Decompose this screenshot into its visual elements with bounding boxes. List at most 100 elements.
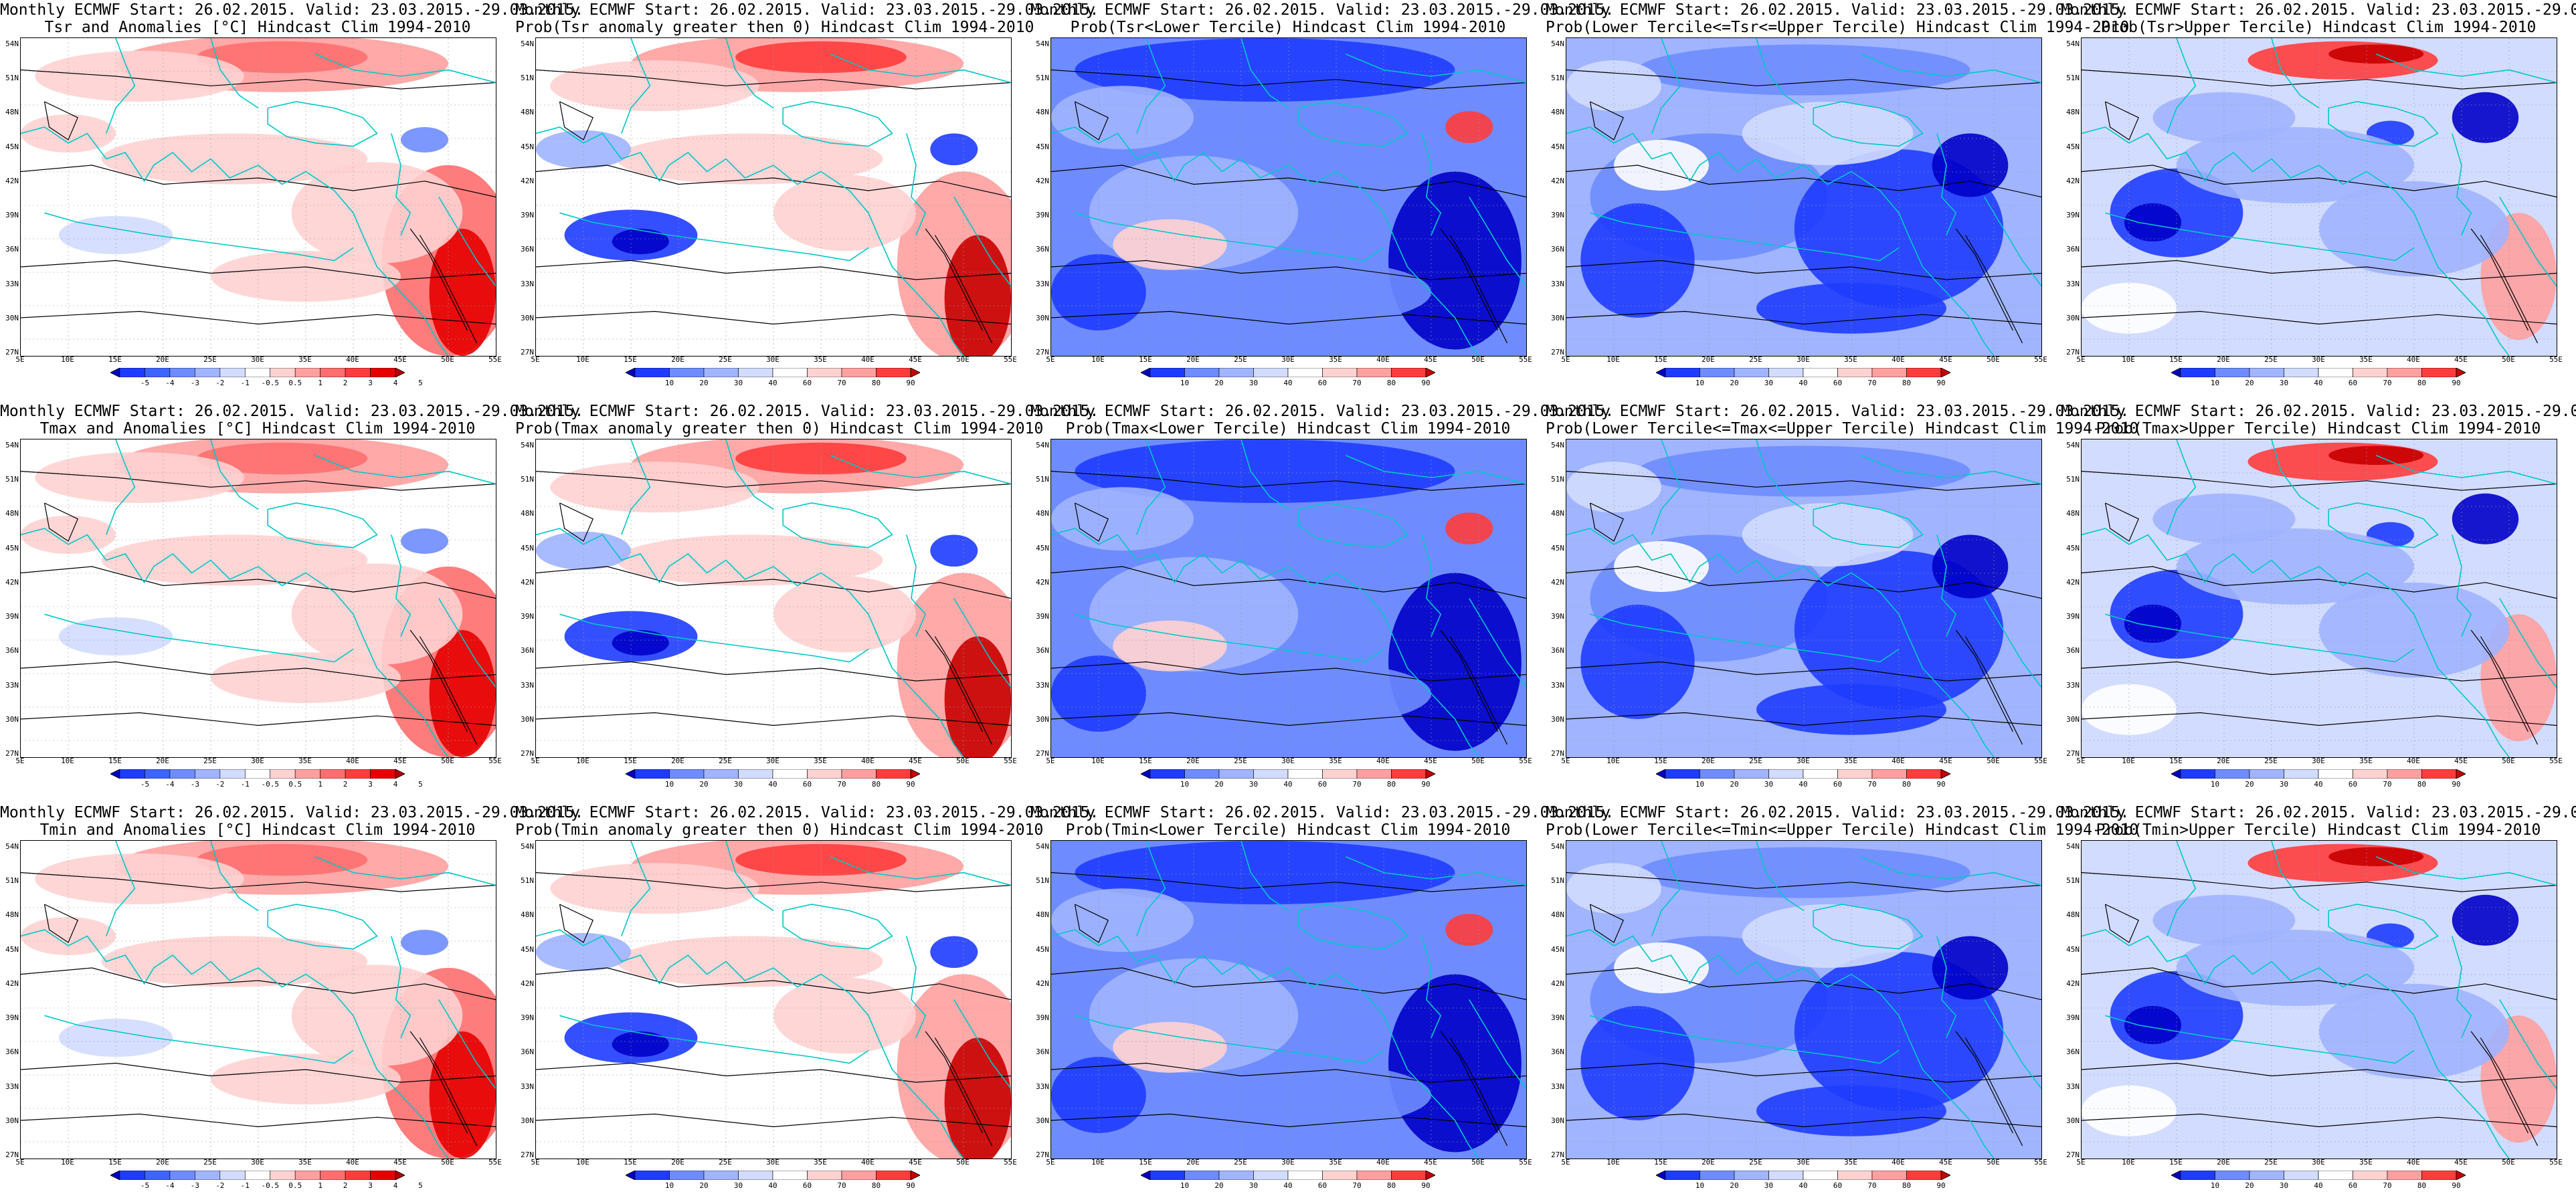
isotherm-contour <box>1051 69 1526 90</box>
longitude-label: 15E <box>108 1158 122 1167</box>
latitude-label: 30N <box>1036 313 1049 322</box>
field-shade-region <box>1051 254 1146 330</box>
field-shade-region <box>291 162 463 264</box>
colorbar-svg <box>1656 368 1950 377</box>
longitude-label: 45E <box>2454 757 2468 765</box>
colorbar-segment <box>703 368 739 377</box>
panel-title-line1: Monthly ECMWF Start: 26.02.2015. Valid: … <box>0 403 584 420</box>
colorbar-segment <box>1837 1171 1873 1180</box>
colorbar-segment <box>634 1171 670 1180</box>
map-field-svg <box>1051 38 1526 356</box>
latitude-label: 39N <box>5 211 19 220</box>
field-shade-region <box>2177 930 2414 1006</box>
colorbar-tick-label: 70 <box>2383 1181 2392 1190</box>
colorbar-segment <box>1768 769 1804 779</box>
colorbar-segment <box>1149 769 1185 779</box>
latitude-label: 45N <box>5 543 19 553</box>
longitude-label: 30E <box>251 1158 264 1167</box>
field-shade-region <box>35 854 244 904</box>
panel-title-line1: Monthly ECMWF Start: 26.02.2015. Valid: … <box>1546 1 2130 19</box>
colorbar-tick-label: 0.5 <box>288 780 302 789</box>
latitude-label: 27N <box>5 1150 19 1159</box>
longitude-label: 15E <box>1654 757 1667 765</box>
longitude-label: 50E <box>1471 355 1485 364</box>
colorbar-tick-label: 80 <box>1386 1181 1396 1190</box>
coastline <box>2105 613 2415 663</box>
latitude-label: 45N <box>5 944 19 954</box>
coastline <box>1813 101 1924 147</box>
colorbar-segment <box>1803 769 1838 779</box>
coastline <box>1860 856 2041 886</box>
field-shade-region <box>616 534 883 586</box>
field-shade-region <box>196 442 368 475</box>
colorbar-min-arrow <box>2171 769 2181 779</box>
colorbar-tick-label: 40 <box>1799 379 1808 387</box>
field-shade-region <box>1194 662 1431 726</box>
colorbar-min-arrow <box>1141 769 1151 779</box>
longitude-label: 10E <box>2122 1158 2135 1167</box>
field-shade-region <box>773 977 916 1054</box>
colorbar-segment <box>145 368 171 377</box>
longitude-label: 55E <box>488 757 502 765</box>
colorbar-tick-label: 40 <box>768 1181 777 1190</box>
panel-title-line2: Prob(Tmax>Upper Tercile) Hindcast Clim 1… <box>2096 420 2541 437</box>
longitude-label: 40E <box>1892 757 1905 765</box>
map-plot-area <box>2081 840 2557 1159</box>
coastline <box>1756 38 1805 109</box>
coastline <box>314 54 496 84</box>
coastline <box>1392 636 1479 757</box>
isotherm-contour <box>2470 1031 2528 1134</box>
coastline <box>2375 856 2557 886</box>
panel-title-line2: Tmin and Anomalies [°C] Hindcast Clim 19… <box>39 821 476 839</box>
longitude-label: 5E <box>531 355 540 364</box>
latitude-label: 51N <box>521 74 534 83</box>
longitude-label: 50E <box>956 1158 970 1167</box>
longitude-label: 45E <box>1424 1158 1437 1167</box>
isotherm-contour <box>21 470 496 491</box>
longitude-label: 35E <box>1329 1158 1342 1167</box>
coastline <box>906 133 927 235</box>
latitude-label: 51N <box>521 876 534 886</box>
latitude-label: 36N <box>2066 245 2080 254</box>
panel-title-line1: Monthly ECMWF Start: 26.02.2015. Valid: … <box>2061 804 2576 821</box>
longitude-label: 40E <box>346 757 359 765</box>
isotherm-contour <box>536 260 1011 280</box>
panel-title-line2: Tmax and Anomalies [°C] Hindcast Clim 19… <box>39 420 476 437</box>
field-shade-region <box>2124 605 2182 643</box>
colorbar-segment <box>634 769 670 779</box>
latitude-label: 48N <box>1036 910 1049 920</box>
colorbar-tick-label: 80 <box>2417 379 2427 387</box>
coastline <box>2328 101 2439 147</box>
map-plot-area <box>1566 840 2042 1159</box>
field-shade-region <box>401 127 448 153</box>
latitude-label: 45N <box>521 944 534 954</box>
colorbar-min-arrow <box>110 1171 120 1180</box>
field-shade-region <box>612 229 669 254</box>
coastline <box>391 133 411 235</box>
colorbar-segment <box>1768 368 1804 377</box>
isotherm-contour <box>2082 566 2557 599</box>
map-plot-area <box>20 840 496 1159</box>
longitude-label: 55E <box>1004 355 1017 364</box>
longitude-label: 30E <box>1797 757 1810 765</box>
latitude-label: 54N <box>1036 39 1049 48</box>
coastline <box>2271 38 2320 109</box>
colorbar-segment <box>2353 769 2388 779</box>
map-panel: Monthly ECMWF Start: 26.02.2015. Valid: … <box>2061 0 2576 401</box>
latitude-label: 27N <box>1551 1150 1564 1159</box>
longitude-label: 45E <box>1939 1158 1952 1167</box>
latitude-label: 51N <box>1036 74 1049 83</box>
longitude-label: 30E <box>2312 757 2325 765</box>
colorbar-tick-label: 20 <box>2245 379 2254 387</box>
isotherm-contour <box>1051 566 1526 599</box>
coastline <box>1345 856 1526 886</box>
colorbar-segment <box>1837 368 1873 377</box>
isotherm-contour <box>536 165 1011 198</box>
coastline <box>2105 212 2415 262</box>
colorbar-min-arrow <box>1656 368 1666 377</box>
colorbar-segment <box>1665 769 1700 779</box>
coastline <box>877 235 964 356</box>
colorbar-tick-label: -5 <box>140 780 150 789</box>
coastline <box>2423 636 2510 757</box>
coastline <box>1240 439 1289 510</box>
